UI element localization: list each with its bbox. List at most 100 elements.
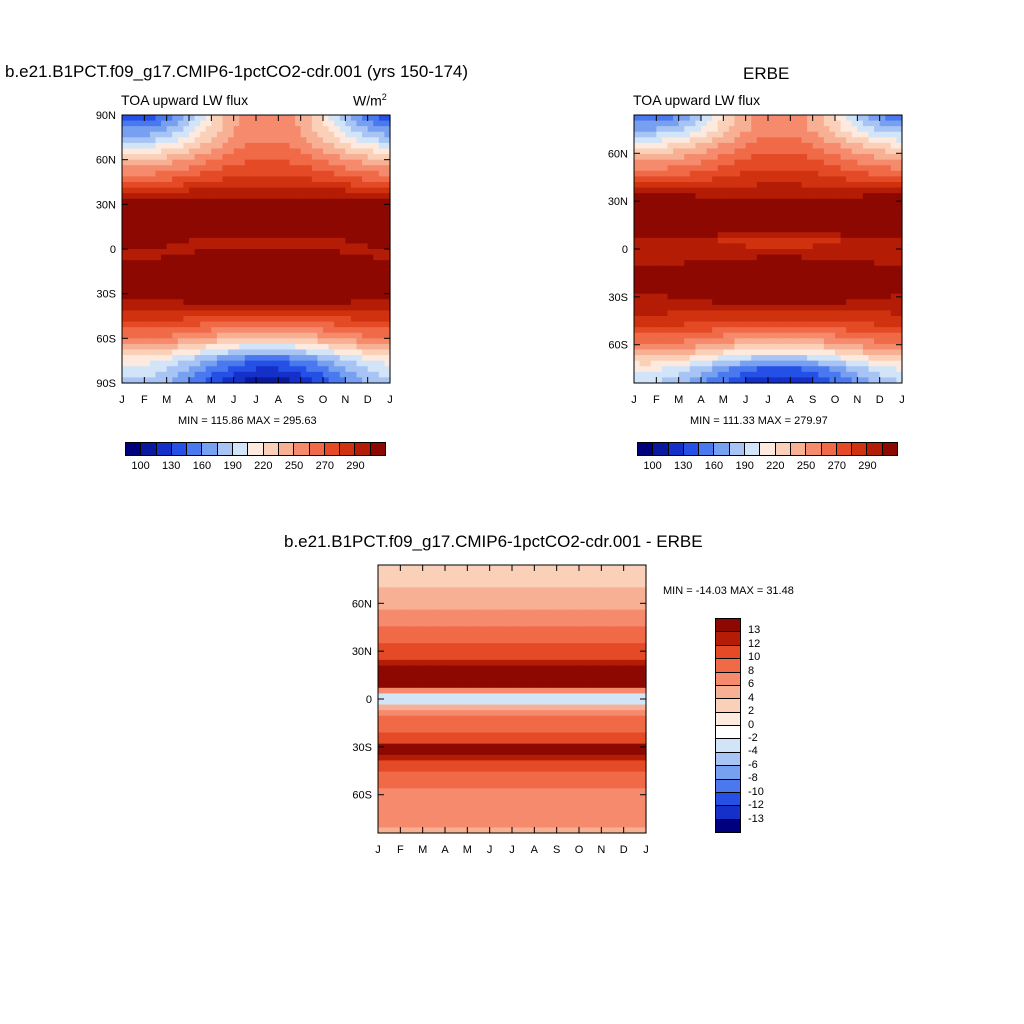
panel2-cell xyxy=(751,355,758,362)
panel1-cell xyxy=(166,120,173,127)
panel1-cell xyxy=(250,343,257,351)
panel3-cell xyxy=(500,576,508,583)
panel2-cell xyxy=(656,120,663,127)
panel1-cell xyxy=(295,265,302,272)
panel2-cell xyxy=(656,187,663,194)
panel2-cell xyxy=(818,332,825,339)
panel2-cell xyxy=(673,327,680,334)
panel1-cell xyxy=(278,148,285,155)
panel1-cell xyxy=(283,243,291,250)
panel2-cell xyxy=(818,126,825,133)
panel1-cell xyxy=(194,371,201,379)
panel2-cell xyxy=(734,254,741,261)
panel1-cell xyxy=(172,182,179,189)
panel2-cell xyxy=(717,204,724,211)
panel1-cell xyxy=(300,237,307,245)
panel1-cell xyxy=(177,338,185,345)
panel1-cell xyxy=(300,260,307,267)
panel2-cell xyxy=(656,254,663,261)
panel1-cell xyxy=(200,260,207,267)
panel2-cell xyxy=(740,349,747,356)
panel1-cell xyxy=(378,360,386,367)
panel1-cell xyxy=(350,332,358,339)
panel1-cell xyxy=(222,187,229,194)
panel2-cell xyxy=(879,193,886,200)
panel2-cell xyxy=(639,209,646,217)
panel1-cell xyxy=(216,142,224,150)
panel2-cell xyxy=(885,182,892,189)
panel2-cell xyxy=(701,265,708,272)
panel2-cell xyxy=(723,198,730,205)
panel2-cell xyxy=(807,232,814,239)
panel3-cell xyxy=(601,581,608,588)
panel2-cell xyxy=(790,154,797,161)
panel2-cell xyxy=(874,316,881,323)
panel2-cell xyxy=(678,148,685,155)
panel1-cell xyxy=(183,321,190,328)
panel2-cell xyxy=(661,254,669,261)
panel2-cell xyxy=(656,377,663,384)
panel2-cell xyxy=(812,187,819,194)
panel1-cell xyxy=(345,182,352,189)
panel1-cell xyxy=(161,142,168,150)
panel3-cell xyxy=(584,565,591,572)
colorbar-swatch xyxy=(790,443,807,455)
panel1-cell xyxy=(261,187,268,194)
panel1-cell xyxy=(239,265,246,272)
panel1-cell xyxy=(133,209,140,217)
panel2-cell xyxy=(768,226,775,233)
panel2-cell xyxy=(857,232,864,239)
panel2-cell xyxy=(650,120,657,127)
panel1-cell xyxy=(133,265,140,272)
panel2-cell xyxy=(661,176,669,183)
panel2-cell xyxy=(851,243,858,250)
panel2-cell xyxy=(717,187,724,194)
panel1-cell xyxy=(256,321,263,328)
panel2-cell xyxy=(879,198,886,205)
panel1-cell xyxy=(295,276,302,284)
panel2-cell xyxy=(896,159,903,166)
panel2-cell xyxy=(879,243,886,250)
panel2-cell xyxy=(829,316,836,323)
panel1-cell xyxy=(172,360,179,367)
panel3-cell xyxy=(489,576,496,583)
panel1-cell xyxy=(295,321,302,328)
panel2-cell xyxy=(673,137,680,144)
panel3-cell xyxy=(400,570,407,577)
panel2-cell xyxy=(840,327,847,334)
panel2-cell xyxy=(701,148,708,155)
panel1-cell xyxy=(362,271,369,278)
panel2-cell xyxy=(634,126,641,133)
panel1-cell xyxy=(189,215,196,222)
panel1-cell xyxy=(183,276,190,284)
panel2-cell xyxy=(667,366,674,373)
panel1-cell xyxy=(350,209,358,217)
panel1-cell xyxy=(356,126,363,133)
panel2-cell xyxy=(639,299,646,306)
panel1-cell xyxy=(356,193,363,200)
panel2-cell xyxy=(756,126,764,133)
panel2-cell xyxy=(795,260,803,267)
panel1-cell xyxy=(127,276,134,284)
panel1-cell xyxy=(362,198,369,205)
panel2-cell xyxy=(689,271,697,278)
panel1-cell xyxy=(194,260,201,267)
panel2-cell xyxy=(745,198,752,205)
panel2-cell xyxy=(661,120,669,127)
panel2-cell xyxy=(673,271,680,278)
panel2-cell xyxy=(818,115,825,122)
panel1-cell xyxy=(311,316,319,323)
panel2-cell xyxy=(678,288,685,295)
panel2-cell xyxy=(851,327,858,334)
panel3-cell xyxy=(450,581,457,588)
panel2-cell xyxy=(756,159,764,166)
panel2-cell xyxy=(701,282,708,289)
panel2-cell xyxy=(862,126,870,133)
panel1-cell xyxy=(133,321,140,328)
panel2-cell xyxy=(756,209,764,217)
panel2-cell xyxy=(885,187,892,194)
panel1-cell xyxy=(323,198,330,205)
panel2-cell xyxy=(656,276,663,284)
panel1-cell xyxy=(133,115,140,122)
panel2-cell xyxy=(829,137,836,144)
